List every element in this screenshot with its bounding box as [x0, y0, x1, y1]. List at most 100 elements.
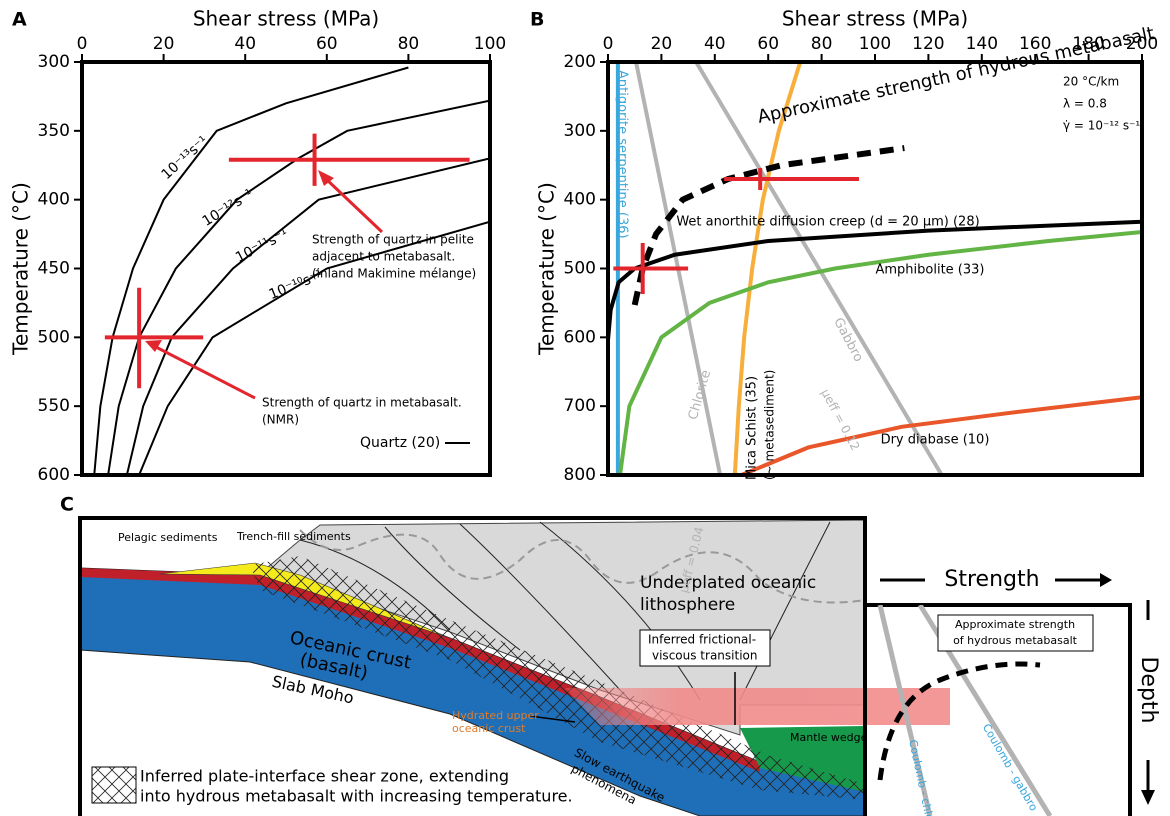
x-tick-label: 40 — [234, 34, 256, 54]
y-tick-label: 400 — [38, 190, 70, 210]
y-tick-label: 200 — [564, 52, 596, 72]
label: of hydrous metabasalt — [953, 634, 1078, 647]
y-tick-label: 600 — [564, 327, 596, 347]
label: Coulomb - gabbro — [980, 722, 1041, 814]
metabasalt-curve — [877, 661, 1041, 781]
series-label: 10⁻¹³s⁻¹ — [159, 133, 212, 183]
x-tick-label: 160 — [1019, 34, 1051, 54]
x-tick-label: 0 — [603, 34, 614, 54]
x-tick-label: 80 — [811, 34, 833, 54]
y-tick-label: 400 — [564, 190, 596, 210]
x-tick-label: 0 — [77, 34, 88, 54]
series-line — [631, 145, 905, 306]
chart: 0 20 40 60 80 100 120 140 160 180 200 200 300 400 500 6… — [535, 7, 1159, 595]
x-tick-label: 20 — [651, 34, 673, 54]
panel-label: C — [60, 494, 74, 516]
condition: γ̇ = 10⁻¹² s⁻¹ — [1063, 119, 1140, 133]
label: lithosphere — [640, 595, 735, 615]
series-label: Antigorite serpentine (36) — [615, 70, 630, 239]
series-line — [608, 219, 1142, 341]
plot — [93, 66, 490, 475]
y-tick-label: 300 — [38, 52, 70, 72]
y-axis-title: Temperature (°C) — [9, 182, 33, 356]
shear-zone — [250, 556, 865, 800]
y-tick-label: 500 — [38, 327, 70, 347]
legend-swatch — [91, 766, 137, 804]
series-line — [740, 395, 1142, 475]
condition: 20 °C/km — [1063, 75, 1119, 89]
x-tick-label: 20 — [153, 34, 175, 54]
y-tick-label: 800 — [564, 465, 596, 485]
series-line — [125, 157, 490, 475]
underplated-outline — [299, 529, 865, 604]
condition: λ = 0.8 — [1063, 97, 1107, 111]
label: Trench-fill sediments — [236, 530, 351, 543]
label: Pelagic sediments — [118, 531, 218, 544]
arrowhead — [145, 340, 162, 352]
annotation: (~ metasediment) — [763, 370, 777, 480]
y-tick-label: 500 — [564, 259, 596, 279]
y-tick-label: 550 — [38, 396, 70, 416]
annotation: adjacent to metabasalt. — [312, 250, 455, 264]
x-tick-label: 100 — [859, 34, 891, 54]
y-axis-title: Temperature (°C) — [535, 182, 559, 356]
series-label: Mica Schist (35) — [745, 376, 760, 480]
series-label: Dry diabase (10) — [881, 433, 990, 448]
x-tick-label: 100 — [474, 34, 506, 54]
frame — [78, 516, 867, 816]
plot-frame — [606, 60, 1144, 477]
x-tick-label: 80 — [398, 34, 420, 54]
label: Underplated oceanic — [640, 573, 816, 593]
annotation: Strength of quartz in metabasalt. — [262, 396, 462, 410]
frame-right — [865, 603, 1132, 816]
annotation: (inland Makimine mélange) — [312, 267, 476, 281]
x-tick-label: 60 — [757, 34, 779, 54]
pointer — [529, 672, 736, 725]
x-tick-label: 200 — [1126, 34, 1158, 54]
arrowhead — [318, 170, 334, 186]
y-tick-label: 300 — [564, 121, 596, 141]
label: Inferred plate-interface shear zone, ext… — [140, 767, 509, 786]
x-tick-label: 180 — [1072, 34, 1104, 54]
x-tick-label: 60 — [316, 34, 338, 54]
series-label: 10⁻¹²s⁻¹ — [200, 186, 257, 230]
label: Depth — [1136, 656, 1161, 723]
label: oceanic crust — [452, 722, 526, 735]
arrowhead — [1141, 790, 1155, 805]
legend: Quartz (20) — [360, 435, 440, 451]
label: Inferred frictional- — [648, 633, 756, 647]
x-tick-label: 140 — [966, 34, 998, 54]
series-line — [107, 99, 490, 475]
y-tick-label: 450 — [38, 259, 70, 279]
series-line — [618, 230, 1142, 475]
label: Approximate strength — [955, 618, 1075, 631]
annotation: (NMR) — [262, 413, 299, 427]
x-axis-title: Shear stress (MPa) — [782, 7, 968, 31]
x-axis-title: Shear stress (MPa) — [193, 7, 379, 31]
y-tick-label: 600 — [38, 465, 70, 485]
series-line — [93, 66, 409, 475]
label: Strength — [944, 567, 1039, 592]
fault — [299, 521, 831, 701]
label: Coulomb - chlorite — [906, 739, 940, 816]
plot-frame — [80, 60, 492, 477]
series-label: 10⁻¹¹s⁻¹ — [233, 226, 291, 266]
panel-label: B — [530, 9, 544, 31]
panel-c: Pelagic sediments Trench-fill sediments … — [78, 516, 1161, 816]
arrow — [151, 343, 256, 400]
label: into hydrous metabasalt with increasing … — [140, 787, 573, 806]
series-line — [732, 62, 803, 475]
transition-band — [565, 688, 950, 725]
label-box — [639, 629, 771, 667]
arrow — [323, 176, 384, 234]
series-label: Amphibolite (33) — [875, 263, 984, 278]
x-tick-label: 120 — [912, 34, 944, 54]
series-label: Wet anorthite diffusion creep (d = 20 μm… — [676, 215, 979, 230]
series-line — [694, 62, 944, 475]
label: viscous transition — [652, 649, 757, 663]
series-label: Chlorite — [686, 368, 714, 421]
series-line — [138, 220, 490, 475]
label-box — [937, 614, 1094, 652]
